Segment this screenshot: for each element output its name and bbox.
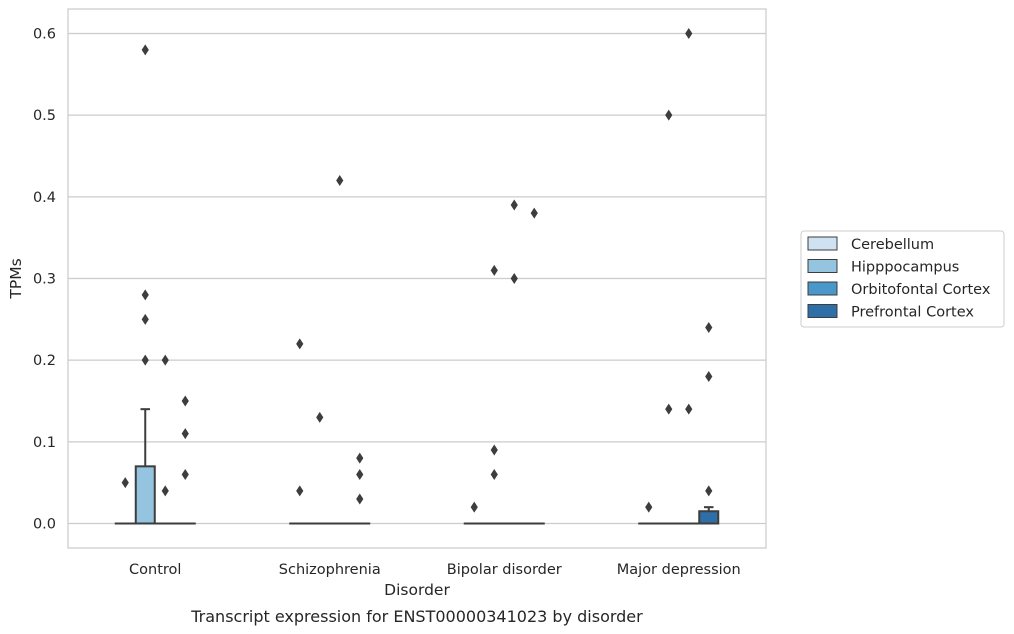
x-tick-label: Major depression <box>617 562 741 578</box>
outlier-point <box>161 354 169 366</box>
outlier-point <box>490 264 498 276</box>
outlier-point <box>181 395 189 407</box>
outlier-point <box>530 207 538 219</box>
outlier-point <box>336 175 344 186</box>
outlier-point <box>470 501 478 513</box>
outlier-point <box>510 273 518 284</box>
box-1-0 <box>134 408 156 525</box>
outlier-point <box>490 444 498 456</box>
outlier-point <box>121 477 129 489</box>
x-tick-label: Control <box>129 562 181 578</box>
legend-label: Hipppocampus <box>851 260 959 276</box>
chart-caption: Transcript expression for ENST0000034102… <box>190 607 643 626</box>
boxes <box>114 408 720 525</box>
x-axis-label: Disorder <box>384 581 450 599</box>
outlier-point <box>141 354 149 366</box>
outlier-point <box>141 313 149 325</box>
y-tick-label: 0.3 <box>33 272 56 288</box>
outlier-point <box>685 403 693 415</box>
outlier-point <box>490 469 498 480</box>
legend: Cerebellum Hipppocampus Orbitofontal Corte… <box>800 230 1005 328</box>
outlier-point <box>356 493 364 505</box>
x-tick-label: Bipolar disorder <box>447 562 562 578</box>
plot-frame <box>67 8 767 549</box>
y-axis-label: TPMs <box>7 258 25 299</box>
legend-swatch <box>807 304 838 318</box>
outlier-point <box>356 469 364 480</box>
outlier-point <box>645 501 653 513</box>
outlier-point <box>510 199 518 211</box>
outlier-point <box>665 109 673 121</box>
box-3-3 <box>698 506 720 525</box>
y-tick-label: 0.2 <box>33 353 56 369</box>
grid-lines <box>68 32 766 525</box>
x-tick-label: Schizophrenia <box>279 562 381 578</box>
legend-swatch <box>807 236 838 251</box>
y-tick-label: 0.4 <box>33 190 56 206</box>
outlier-point <box>705 485 713 497</box>
legend-label: Prefrontal Cortex <box>851 305 974 321</box>
outlier-point <box>685 28 693 39</box>
legend-label: Orbitofontal Cortex <box>851 282 991 298</box>
x-tick-labels: Control Schizophrenia Bipolar disorder Majo… <box>129 562 741 578</box>
outlier-point <box>705 322 713 333</box>
y-tick-label: 0.6 <box>33 27 56 43</box>
outlier-point <box>705 371 713 382</box>
y-tick-labels: 0.0 0.1 0.2 0.3 0.4 0.5 0.6 <box>33 27 56 533</box>
outlier-point <box>316 411 324 423</box>
outlier-point <box>181 469 189 480</box>
y-tick-label: 0.1 <box>33 435 56 451</box>
outlier-point <box>296 338 304 350</box>
outlier-point <box>161 485 169 497</box>
outlier-point <box>181 428 189 440</box>
legend-label: Cerebellum <box>851 237 934 253</box>
legend-swatch <box>807 281 838 296</box>
outliers <box>121 28 713 513</box>
box-body <box>134 465 156 525</box>
outlier-point <box>665 403 673 415</box>
y-tick-label: 0.5 <box>33 108 56 124</box>
y-tick-label: 0.0 <box>33 517 56 533</box>
outlier-point <box>356 452 364 464</box>
box-body <box>698 510 720 525</box>
outlier-point <box>141 289 149 301</box>
legend-frame <box>800 230 1005 328</box>
legend-swatch <box>807 259 838 273</box>
outlier-point <box>296 485 304 497</box>
outlier-point <box>141 44 149 56</box>
